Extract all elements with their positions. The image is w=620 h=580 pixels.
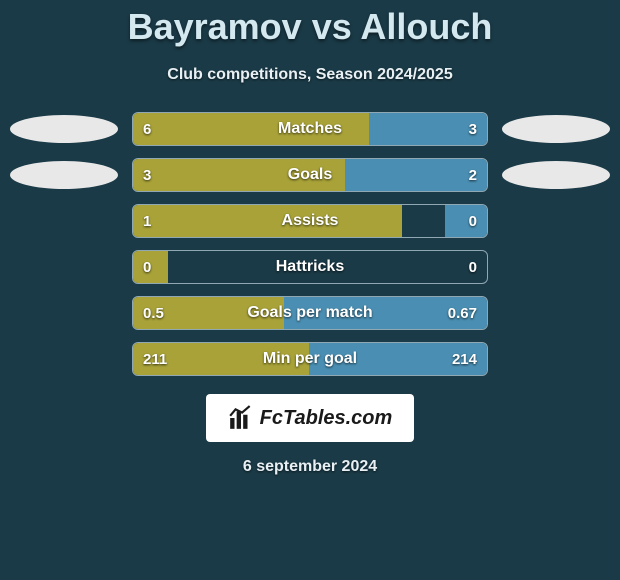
bar-right-fill	[345, 159, 487, 191]
player-left-oval	[10, 115, 118, 143]
stat-value-left: 0.5	[143, 297, 164, 329]
stat-label: Hattricks	[133, 251, 487, 283]
stat-bar: 211214Min per goal	[132, 342, 488, 376]
comparison-subtitle: Club competitions, Season 2024/2025	[0, 66, 620, 84]
stats-rows: 63Matches32Goals10Assists00Hattricks0.50…	[0, 112, 620, 376]
stat-bar: 32Goals	[132, 158, 488, 192]
stat-value-right: 3	[469, 113, 477, 145]
stat-bar: 0.50.67Goals per match	[132, 296, 488, 330]
stat-value-left: 3	[143, 159, 151, 191]
stat-value-left: 6	[143, 113, 151, 145]
bar-left-fill	[133, 113, 369, 145]
stat-value-right: 214	[452, 343, 477, 375]
player-left-oval	[10, 161, 118, 189]
stat-bar: 0 0Hattricks	[132, 250, 488, 284]
stat-value-left: 0	[143, 251, 151, 283]
stat-row: 0.50.67Goals per match	[10, 296, 610, 330]
stat-bar: 10Assists	[132, 204, 488, 238]
stat-value-right: 0	[469, 205, 477, 237]
bar-left-fill	[133, 205, 402, 237]
stat-row: 10Assists	[10, 204, 610, 238]
branding-badge: FcTables.com	[206, 394, 414, 442]
stat-value-left: 1	[143, 205, 151, 237]
stat-value-right: 0.67	[448, 297, 477, 329]
stat-value-right: 0	[469, 251, 477, 283]
stat-row: 63Matches	[10, 112, 610, 146]
stat-row: 211214Min per goal	[10, 342, 610, 376]
stat-value-left: 211	[143, 343, 167, 375]
stat-row: 0 0Hattricks	[10, 250, 610, 284]
stat-value-right: 2	[469, 159, 477, 191]
bar-right-fill	[445, 205, 487, 237]
bar-left-fill	[133, 159, 345, 191]
chart-icon	[228, 405, 254, 431]
player-right-oval	[502, 115, 610, 143]
date-text: 6 september 2024	[0, 458, 620, 476]
player-right-oval	[502, 161, 610, 189]
branding-text: FcTables.com	[260, 407, 393, 430]
comparison-title: Bayramov vs Allouch	[0, 0, 620, 48]
stat-bar: 63Matches	[132, 112, 488, 146]
stat-row: 32Goals	[10, 158, 610, 192]
